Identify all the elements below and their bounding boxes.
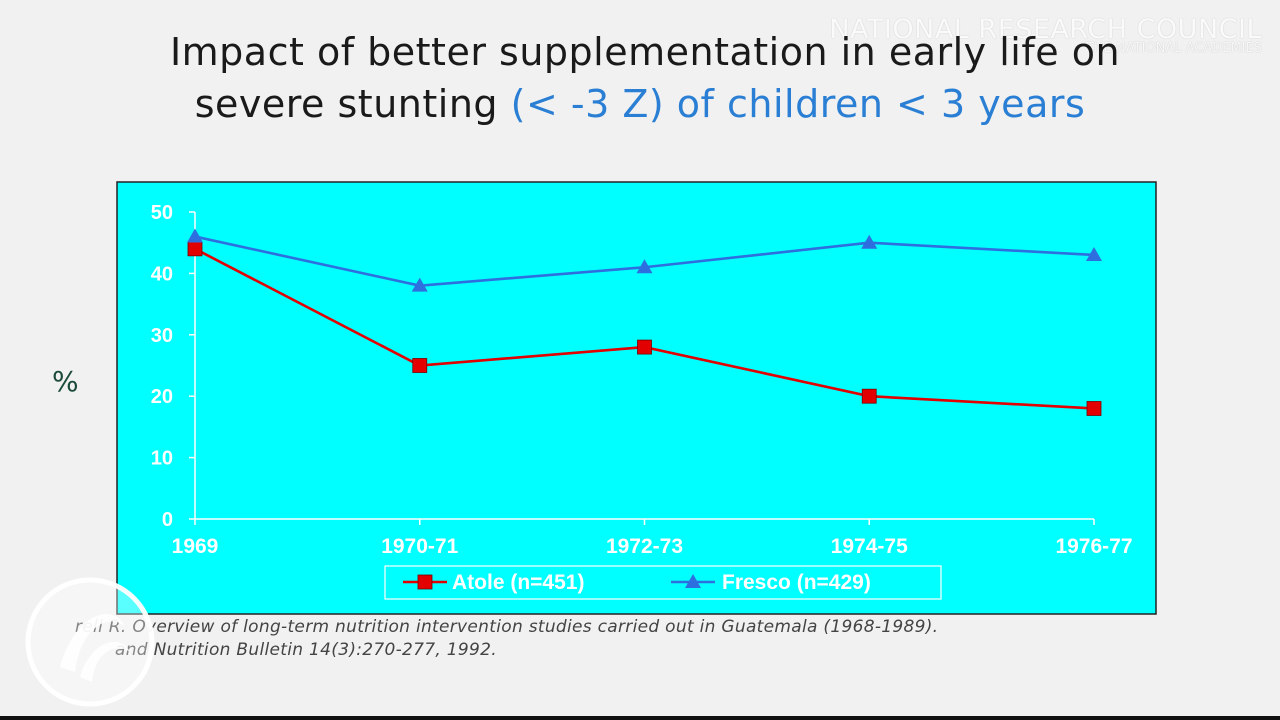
y-tick-labels: 0 10 20 30 40 50 — [151, 202, 173, 531]
y-tick-label: 30 — [151, 325, 173, 347]
legend-marker — [417, 574, 433, 590]
watermark: NATIONAL RESEARCH COUNCIL THE NATIONAL A… — [829, 14, 1262, 56]
x-tick-labels: 1969 1970-71 1972-73 1974-75 1976-77 — [172, 535, 1133, 558]
citation-line-2: and Nutrition Bulletin 14(3):270-277, 19… — [115, 640, 497, 660]
data-point — [412, 358, 428, 373]
chart-axes — [189, 211, 1095, 525]
citation-line-1: rell R. Overview of long-term nutrition … — [75, 617, 939, 637]
y-tick-label: 40 — [151, 263, 173, 285]
data-point — [636, 259, 653, 274]
citation: rell R. Overview of long-term nutrition … — [75, 616, 1255, 662]
y-axis-label: % — [52, 365, 79, 398]
series-layer — [187, 228, 1102, 416]
data-point — [1086, 401, 1102, 416]
x-tick-label: 1969 — [172, 535, 219, 558]
y-tick-label: 50 — [151, 202, 173, 224]
data-point — [637, 339, 652, 355]
legend-label: Fresco (n=429) — [722, 571, 871, 594]
data-point — [861, 234, 878, 249]
legend-box — [384, 565, 942, 600]
bottom-bar — [0, 716, 1280, 720]
series-atole — [187, 241, 1102, 416]
slide-title-line-2: severe stunting (< -3 Z) of children < 3… — [0, 82, 1280, 126]
slide-title-line-1: Impact of better supplementation in earl… — [169, 30, 1121, 74]
data-point — [1086, 246, 1102, 261]
academy-logo-icon — [25, 577, 155, 707]
legend-label: Atole (n=451) — [452, 571, 584, 594]
legend: Atole (n=451) Fresco (n=429) — [384, 565, 942, 600]
watermark-main: NATIONAL RESEARCH COUNCIL — [829, 14, 1262, 45]
data-point — [411, 277, 428, 292]
y-tick-label: 20 — [151, 386, 173, 408]
data-point — [861, 388, 877, 404]
y-tick-label: 10 — [151, 448, 173, 470]
x-tick-label: 1976-77 — [1055, 535, 1132, 558]
x-tick-label: 1970-71 — [381, 535, 458, 558]
data-point — [187, 241, 203, 257]
x-tick-label: 1972-73 — [606, 535, 683, 558]
data-point — [187, 228, 203, 243]
legend-entry: Atole (n=451) — [403, 571, 584, 594]
legend-entry: Fresco (n=429) — [671, 571, 871, 594]
y-tick-label: 0 — [162, 509, 173, 531]
watermark-sub: THE NATIONAL ACADEMIES — [1085, 41, 1262, 56]
x-tick-label: 1974-75 — [831, 535, 908, 558]
title-prefix: severe stunting — [194, 82, 499, 126]
legend-marker — [685, 574, 701, 588]
chart-background — [116, 181, 1157, 615]
title-accent: (< -3 Z) of children < 3 years — [510, 82, 1086, 126]
series-fresco — [187, 228, 1102, 292]
